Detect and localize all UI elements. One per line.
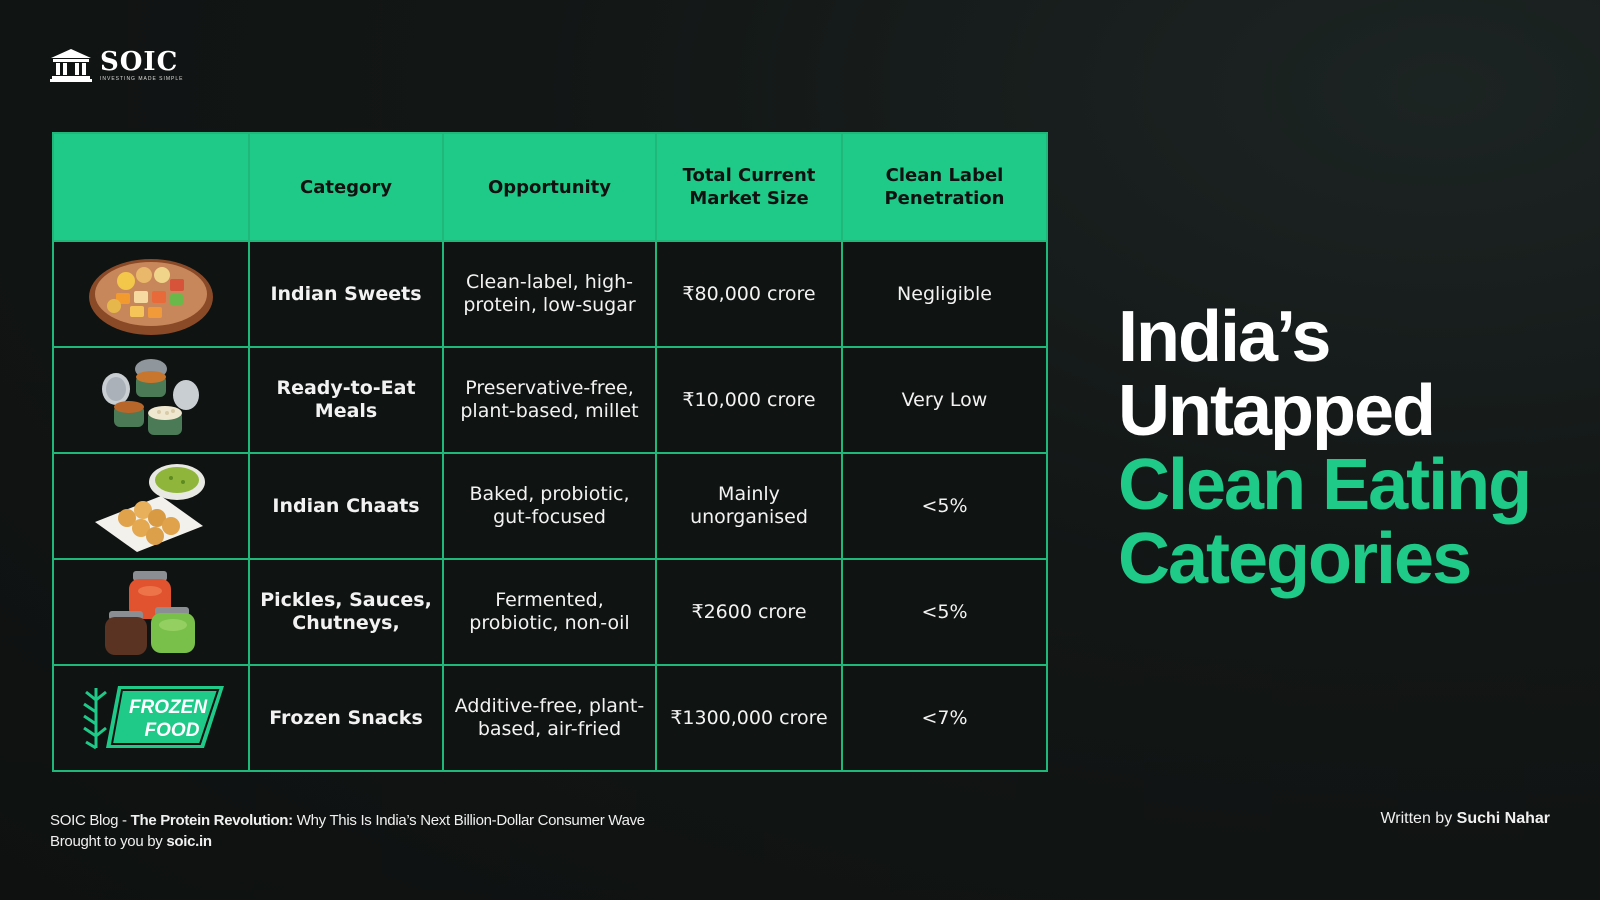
bank-building-icon [50,49,92,82]
chaats-image [52,452,250,560]
logo-name: SOIC [100,46,179,77]
pickles-image [52,558,250,666]
row-category: Indian Chaats [248,452,444,560]
brought-prefix: Brought to you by [50,833,167,850]
header-category: Category [248,132,444,242]
food-label: FOOD [145,720,200,741]
written-prefix: Written by [1380,810,1457,827]
site-link[interactable]: soic.in [166,833,212,850]
footer-credits: SOIC Blog - The Protein Revolution: Why … [50,810,645,852]
row-category: Indian Sweets [248,240,444,348]
table-row: Indian Chaats Baked, probiotic, gut-focu… [52,452,1048,560]
row-category: Pickles, Sauces, Chutneys, [248,558,444,666]
row-penetration: <7% [841,664,1048,772]
row-penetration: Negligible [841,240,1048,348]
title-line-3: Clean Eating [1118,445,1532,525]
row-category: Ready-to-Eat Meals [248,346,444,454]
clean-eating-table: Category Opportunity Total Current Marke… [52,132,1048,772]
table-row: Indian Sweets Clean-label, high-protein,… [52,240,1048,348]
row-market-size: ₹10,000 crore [655,346,843,454]
row-opportunity: Clean-label, high-protein, low-sugar [442,240,657,348]
row-opportunity: Additive-free, plant-based, air-fried [442,664,657,772]
row-penetration: <5% [841,558,1048,666]
ready-meals-image [52,346,250,454]
header-penetration: Clean Label Penetration [841,132,1048,242]
blog-prefix: SOIC Blog - [50,812,131,829]
author-name: Suchi Nahar [1456,810,1550,827]
page-title: India’s Untapped Clean Eating Categories [1118,297,1532,599]
row-opportunity: Fermented, probiotic, non-oil [442,558,657,666]
row-penetration: <5% [841,452,1048,560]
title-line-2: Untapped [1118,371,1436,451]
row-opportunity: Baked, probiotic, gut-focused [442,452,657,560]
blog-title: The Protein Revolution: [130,812,294,829]
row-opportunity: Preservative-free, plant-based, millet [442,346,657,454]
blog-subtitle: Why This Is India’s Next Billion-Dollar … [292,812,645,829]
row-market-size: ₹80,000 crore [655,240,843,348]
snowflake-icon [83,688,107,750]
frozen-label: FROZEN [129,697,208,718]
title-line-1: India’s [1118,297,1331,377]
header-market-size: Total Current Market Size [655,132,843,242]
row-market-size: ₹2600 crore [655,558,843,666]
soic-logo[interactable]: SOIC INVESTING MADE SIMPLE [50,48,184,82]
frozen-food-image: FROZEN FOOD [52,664,250,772]
blog-line: SOIC Blog - The Protein Revolution: Why … [50,810,645,831]
table-header-row: Category Opportunity Total Current Marke… [52,132,1048,242]
brought-line: Brought to you by soic.in [50,831,645,852]
row-market-size: ₹1300,000 crore [655,664,843,772]
author-credit: Written by Suchi Nahar [1380,810,1550,828]
row-category: Frozen Snacks [248,664,444,772]
header-image [52,132,250,242]
table-row: FROZEN FOOD Frozen Snacks Additive-free,… [52,664,1048,772]
row-penetration: Very Low [841,346,1048,454]
header-opportunity: Opportunity [442,132,657,242]
logo-tagline: INVESTING MADE SIMPLE [100,75,184,82]
indian-sweets-image [52,240,250,348]
row-market-size: Mainly unorganised [655,452,843,560]
table-row: Ready-to-Eat Meals Preservative-free, pl… [52,346,1048,454]
title-line-4: Categories [1118,519,1472,599]
table-row: Pickles, Sauces, Chutneys, Fermented, pr… [52,558,1048,666]
